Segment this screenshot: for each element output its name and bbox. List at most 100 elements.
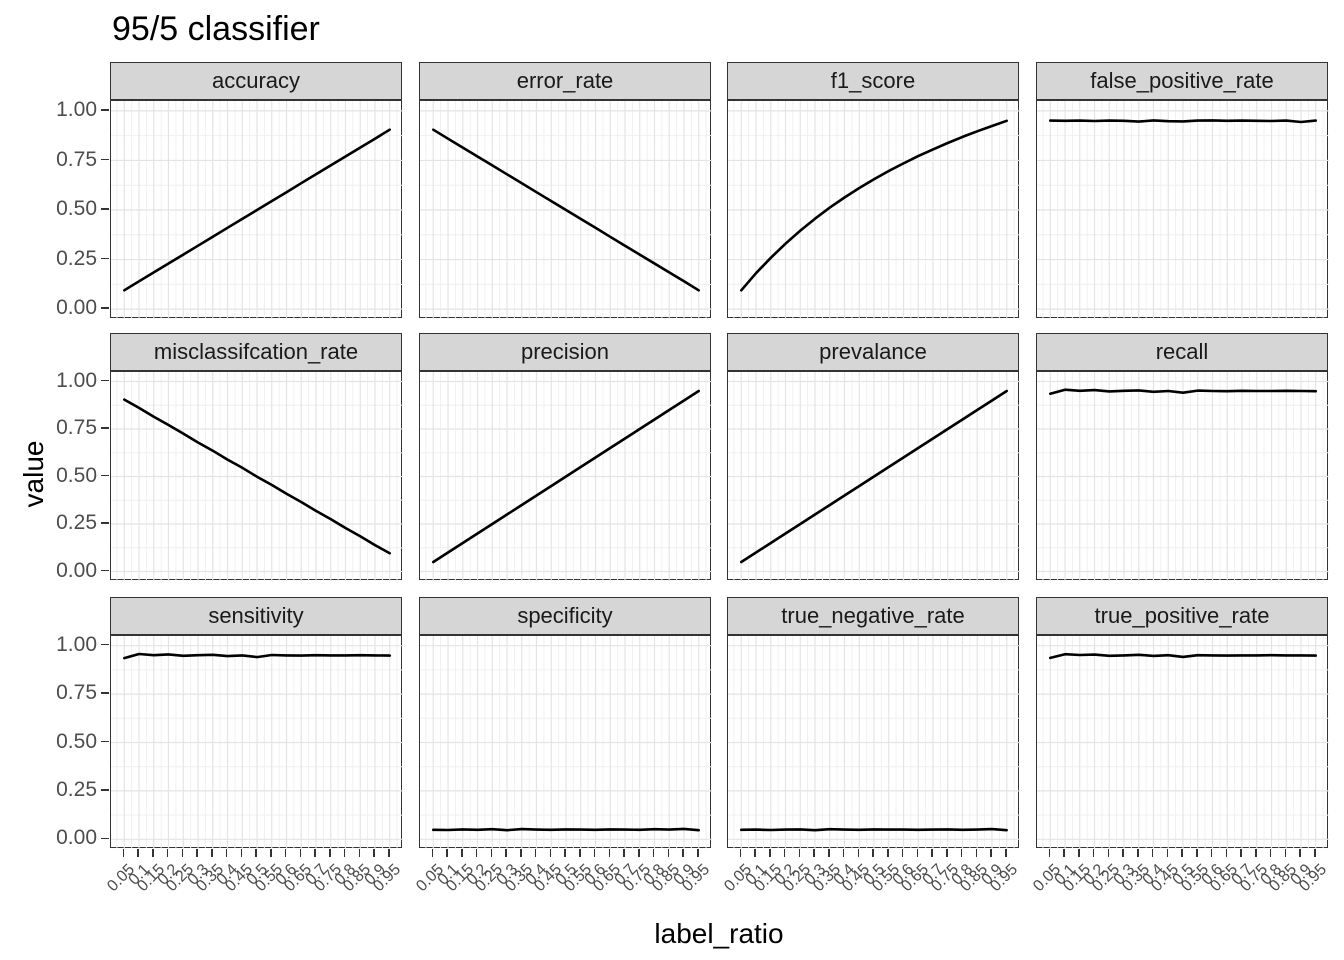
facet-panel-accuracy — [110, 100, 403, 319]
x-tick-mark — [490, 849, 492, 857]
data-line-f1_score — [740, 119, 1009, 292]
facet-panel-prevalance — [727, 371, 1020, 581]
y-tick-mark — [101, 692, 109, 694]
y-tick-label: 0.00 — [56, 826, 97, 850]
x-tick-mark — [1151, 849, 1154, 857]
x-tick-mark — [211, 849, 213, 857]
x-tick-mark — [916, 849, 918, 857]
facet-strip-misclassifcation_rate: misclassifcation_rate — [110, 333, 402, 371]
y-tick-mark — [101, 208, 109, 210]
x-tick-mark — [990, 849, 992, 857]
facet-panel-specificity — [419, 635, 712, 849]
facet-strip-recall: recall — [1036, 333, 1328, 371]
y-tick-mark — [101, 789, 109, 791]
panel-plot-area — [728, 101, 1020, 319]
facet-strip-label: specificity — [517, 603, 613, 628]
x-tick-mark — [314, 849, 316, 857]
facet-strip-true_positive_rate: true_positive_rate — [1036, 597, 1328, 635]
x-tick-mark — [1166, 849, 1168, 857]
x-tick-mark — [754, 849, 756, 857]
facet-strip-accuracy: accuracy — [110, 62, 402, 100]
facet-strip-f1_score: f1_score — [727, 62, 1019, 100]
x-tick-mark — [196, 849, 198, 857]
panel-plot-area — [728, 636, 1020, 849]
facet-panel-misclassifcation_rate — [110, 371, 403, 581]
facet-strip-label: sensitivity — [208, 603, 304, 628]
x-tick-mark — [652, 849, 655, 857]
y-tick-label: 0.25 — [56, 246, 97, 270]
x-tick-mark — [534, 849, 537, 857]
facet-strip-label: false_positive_rate — [1090, 68, 1274, 93]
x-tick-mark — [549, 849, 551, 857]
y-tick-mark — [101, 569, 109, 572]
x-tick-mark — [1284, 849, 1286, 857]
y-axis-title: value — [18, 440, 49, 508]
data-line-true_negative_rate — [740, 827, 1009, 832]
x-tick-mark — [152, 849, 154, 857]
x-tick-mark — [682, 849, 684, 857]
data-line-error_rate — [432, 128, 701, 292]
x-tick-mark — [166, 849, 169, 857]
y-tick-label: 0.00 — [56, 558, 97, 582]
x-tick-mark — [828, 849, 830, 857]
panel-plot-area — [420, 372, 712, 581]
y-tick-mark — [101, 379, 109, 382]
y-tick-label: 1.00 — [56, 97, 97, 121]
x-tick-mark — [284, 849, 287, 857]
y-tick-mark — [101, 474, 109, 477]
x-tick-mark — [299, 849, 301, 857]
x-tick-mark — [1314, 849, 1316, 857]
x-tick-mark — [388, 849, 390, 857]
x-tick-mark — [240, 849, 242, 857]
y-tick-mark — [101, 522, 109, 524]
y-tick-label: 0.75 — [56, 147, 97, 171]
panel-plot-area — [1037, 636, 1329, 849]
facet-strip-label: accuracy — [211, 68, 301, 93]
y-tick-mark — [101, 307, 109, 309]
panel-plot-area — [420, 101, 712, 319]
x-tick-mark — [667, 849, 669, 857]
facet-panel-error_rate — [419, 100, 712, 319]
x-tick-mark — [520, 849, 522, 857]
facet-panel-sensitivity — [110, 635, 403, 849]
y-tick-mark — [101, 740, 109, 743]
facet-strip-label: true_positive_rate — [1094, 603, 1270, 628]
x-tick-mark — [564, 849, 566, 857]
x-tick-mark — [122, 849, 124, 857]
x-tick-mark — [255, 849, 257, 857]
facet-panel-f1_score — [727, 100, 1020, 319]
facet-strip-precision: precision — [419, 333, 711, 371]
x-tick-mark — [931, 849, 933, 857]
x-tick-mark — [270, 849, 272, 857]
y-tick-label: 0.50 — [56, 463, 97, 487]
data-line-recall — [1049, 388, 1318, 396]
panel-plot-area — [1037, 101, 1329, 319]
x-tick-mark — [887, 849, 889, 857]
y-tick-label: 0.25 — [56, 511, 97, 534]
x-tick-mark — [1225, 849, 1227, 857]
facet-panel-true_negative_rate — [727, 635, 1020, 849]
x-tick-mark — [946, 849, 948, 857]
x-tick-mark — [1210, 849, 1213, 857]
x-tick-mark — [739, 849, 741, 857]
data-line-specificity — [432, 827, 701, 832]
facet-strip-label: true_negative_rate — [781, 603, 965, 628]
x-tick-mark — [1299, 849, 1301, 857]
y-tick-label: 0.75 — [56, 681, 97, 705]
facet-strip-sensitivity: sensitivity — [110, 597, 402, 635]
x-tick-mark — [461, 849, 463, 857]
x-tick-mark — [137, 849, 139, 857]
panel-plot-area — [728, 372, 1020, 581]
x-tick-mark — [1005, 849, 1007, 857]
panel-plot-area — [420, 636, 712, 849]
data-line-prevalance — [740, 389, 1009, 564]
facet-strip-label: error_rate — [516, 68, 614, 93]
facet-strip-error_rate: error_rate — [419, 62, 711, 100]
x-tick-mark — [842, 849, 845, 857]
x-tick-mark — [697, 849, 699, 857]
x-tick-mark — [1063, 849, 1065, 857]
facet-strip-label: prevalance — [819, 339, 927, 364]
panel-plot-area — [111, 101, 403, 319]
x-tick-mark — [373, 849, 375, 857]
